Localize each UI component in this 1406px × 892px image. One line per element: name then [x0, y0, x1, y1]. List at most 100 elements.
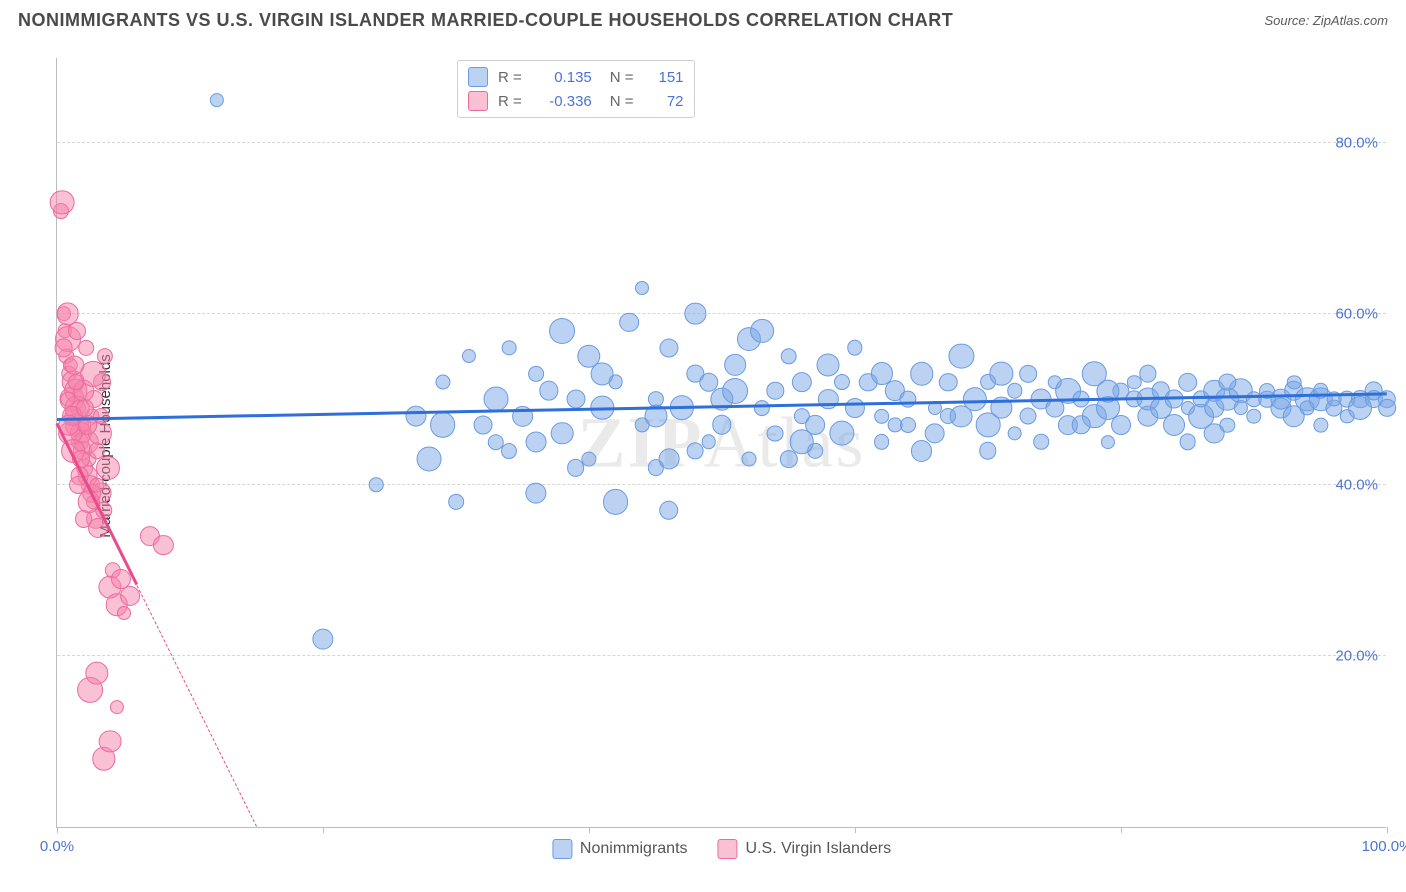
data-point [549, 318, 575, 344]
data-point [910, 362, 934, 386]
data-point [567, 459, 585, 477]
data-point [502, 341, 517, 356]
data-point [209, 93, 223, 107]
legend-r-label: R = [498, 69, 522, 86]
data-point [1378, 399, 1396, 417]
data-point [792, 372, 812, 392]
y-tick-label: 80.0% [1335, 134, 1378, 151]
data-point [750, 319, 774, 343]
chart-title: NONIMMIGRANTS VS U.S. VIRGIN ISLANDER MA… [18, 10, 953, 31]
legend-n-label: N = [610, 93, 634, 110]
data-point [566, 390, 585, 409]
data-point [754, 400, 770, 416]
legend-swatch-pink [718, 839, 738, 859]
data-point [635, 281, 649, 295]
data-point [1178, 372, 1198, 392]
data-point [949, 344, 974, 369]
data-point [900, 391, 917, 408]
gridline [57, 655, 1386, 656]
data-point [1101, 435, 1115, 449]
legend-n-pink: 72 [644, 93, 684, 110]
x-tick-label: 0.0% [40, 838, 74, 855]
data-point [659, 501, 679, 521]
data-point [741, 452, 756, 467]
data-point [435, 375, 450, 390]
data-point [619, 312, 639, 332]
data-point [551, 422, 574, 445]
data-point [1179, 434, 1196, 451]
data-point [939, 373, 957, 391]
data-point [312, 628, 333, 649]
data-point [1072, 416, 1091, 435]
data-point [1019, 408, 1036, 425]
gridline [57, 142, 1386, 143]
legend-swatch-blue [468, 67, 488, 87]
data-point [1139, 365, 1156, 382]
data-point [1313, 417, 1328, 432]
data-point [448, 494, 464, 510]
data-point [871, 363, 893, 385]
data-point [1246, 409, 1261, 424]
data-point [687, 442, 704, 459]
data-point [406, 406, 427, 427]
x-tick [57, 827, 58, 833]
data-point [110, 700, 124, 714]
legend-n-label: N = [610, 69, 634, 86]
data-point [1007, 426, 1022, 441]
data-point [874, 434, 890, 450]
data-point [525, 432, 546, 453]
data-point [85, 661, 108, 684]
data-point [1111, 415, 1131, 435]
legend-series: Nonimmigrants U.S. Virgin Islanders [552, 839, 891, 859]
data-point [979, 442, 996, 459]
data-point [1204, 423, 1225, 444]
legend-r-pink: -0.336 [532, 93, 592, 110]
data-point [722, 378, 748, 404]
scatter-chart: ZIPAtlas R = 0.135 N = 151 R = -0.336 N … [56, 58, 1386, 828]
data-point [887, 417, 902, 432]
data-point [829, 421, 854, 446]
legend-r-label: R = [498, 93, 522, 110]
data-point [767, 382, 784, 399]
legend-r-blue: 0.135 [532, 69, 592, 86]
x-tick [589, 827, 590, 833]
data-point [790, 430, 815, 455]
x-tick-label: 100.0% [1362, 838, 1406, 855]
x-tick [855, 827, 856, 833]
data-point [818, 389, 838, 409]
data-point [120, 586, 140, 606]
data-point [658, 449, 679, 470]
trend-line [136, 585, 257, 827]
data-point [483, 387, 508, 412]
legend-swatch-blue [552, 839, 572, 859]
data-point [911, 440, 933, 462]
chart-source: Source: ZipAtlas.com [1264, 13, 1388, 28]
data-point [462, 349, 476, 363]
data-point [712, 415, 731, 434]
data-point [817, 354, 840, 377]
data-point [591, 362, 614, 385]
data-point [68, 322, 86, 340]
legend-swatch-pink [468, 91, 488, 111]
data-point [116, 606, 130, 620]
data-point [659, 338, 678, 357]
legend-label-blue: Nonimmigrants [580, 840, 688, 858]
legend-label-pink: U.S. Virgin Islanders [746, 840, 892, 858]
data-point [75, 510, 93, 528]
data-point [369, 478, 384, 493]
data-point [539, 381, 558, 400]
x-tick [323, 827, 324, 833]
x-tick [1387, 827, 1388, 833]
data-point [845, 398, 865, 418]
data-point [501, 443, 517, 459]
data-point [1163, 414, 1185, 436]
data-point [1287, 375, 1302, 390]
y-tick-label: 40.0% [1335, 476, 1378, 493]
data-point [430, 412, 456, 438]
data-point [767, 425, 784, 442]
data-point [525, 483, 546, 504]
data-point [473, 415, 492, 434]
data-point [940, 408, 956, 424]
data-point [50, 190, 75, 215]
gridline [57, 484, 1386, 485]
